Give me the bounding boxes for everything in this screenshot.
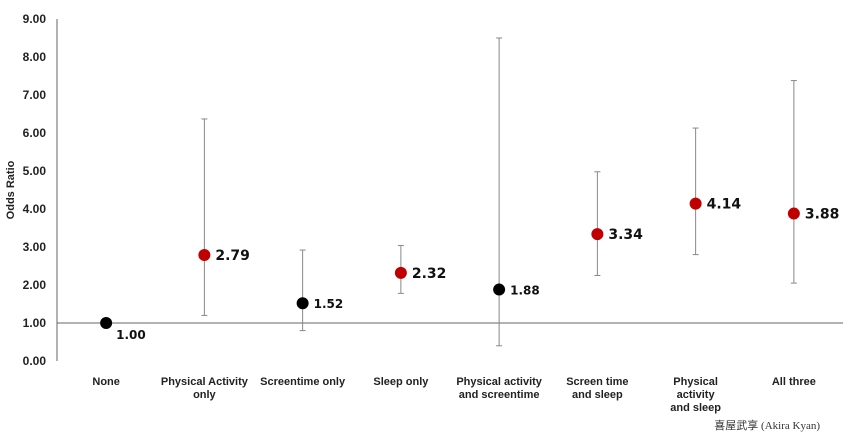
category-label: Screentime only [260,376,346,388]
author-credit: 喜屋武享 (Akira Kyan) [714,420,820,432]
data-label: 4.14 [707,197,742,213]
error-bar [692,127,699,256]
category-label: None [92,376,120,388]
y-tick-label: 3.00 [23,240,47,254]
data-label: 1.52 [314,297,344,311]
y-axis-label: Odds Ratio [5,160,17,219]
data-point [198,248,211,261]
data-label: 2.32 [412,266,447,282]
y-tick-label: 0.00 [23,354,47,368]
y-tick-label: 8.00 [23,50,47,64]
data-point [296,297,309,310]
data-label: 1.00 [116,328,146,342]
data-point [591,228,604,241]
y-tick-label: 4.00 [23,202,47,216]
data-point [787,207,800,220]
data-point [100,317,113,329]
data-points [100,197,800,329]
error-bar [790,80,797,284]
y-tick-label: 9.00 [23,12,47,26]
data-label: 3.34 [608,227,643,243]
y-tick-label: 7.00 [23,88,47,102]
category-label: All three [772,376,816,388]
error-bar [299,249,306,332]
y-tick-label: 2.00 [23,278,47,292]
data-point [394,266,407,279]
y-tick-labels: 0.00 1.00 2.00 3.00 4.00 5.00 6.00 7.00 8.00 9.00 [23,12,47,368]
data-point [493,283,506,296]
error-bar [496,37,503,347]
category-label: Physical activity and sleep [670,376,721,414]
y-tick-label: 1.00 [23,316,47,330]
data-labels: 1.00 2.79 1.52 2.32 1.88 3.34 4.14 3.88 [116,197,839,342]
error-bar [201,118,208,316]
y-tick-label: 5.00 [23,164,47,178]
category-label: Screen time and sleep [566,376,628,401]
data-label: 1.88 [510,284,540,298]
category-label: Sleep only [373,376,429,388]
category-label: Physical activity and screentime [456,376,542,401]
data-label: 2.79 [215,248,250,264]
y-tick-label: 6.00 [23,126,47,140]
data-point [689,197,702,210]
error-bars [201,37,797,347]
category-labels: None Physical Activity only Screentime only… [92,376,816,414]
error-bar [594,171,601,276]
data-label: 3.88 [805,207,840,223]
category-label: Physical Activity only [161,376,249,401]
